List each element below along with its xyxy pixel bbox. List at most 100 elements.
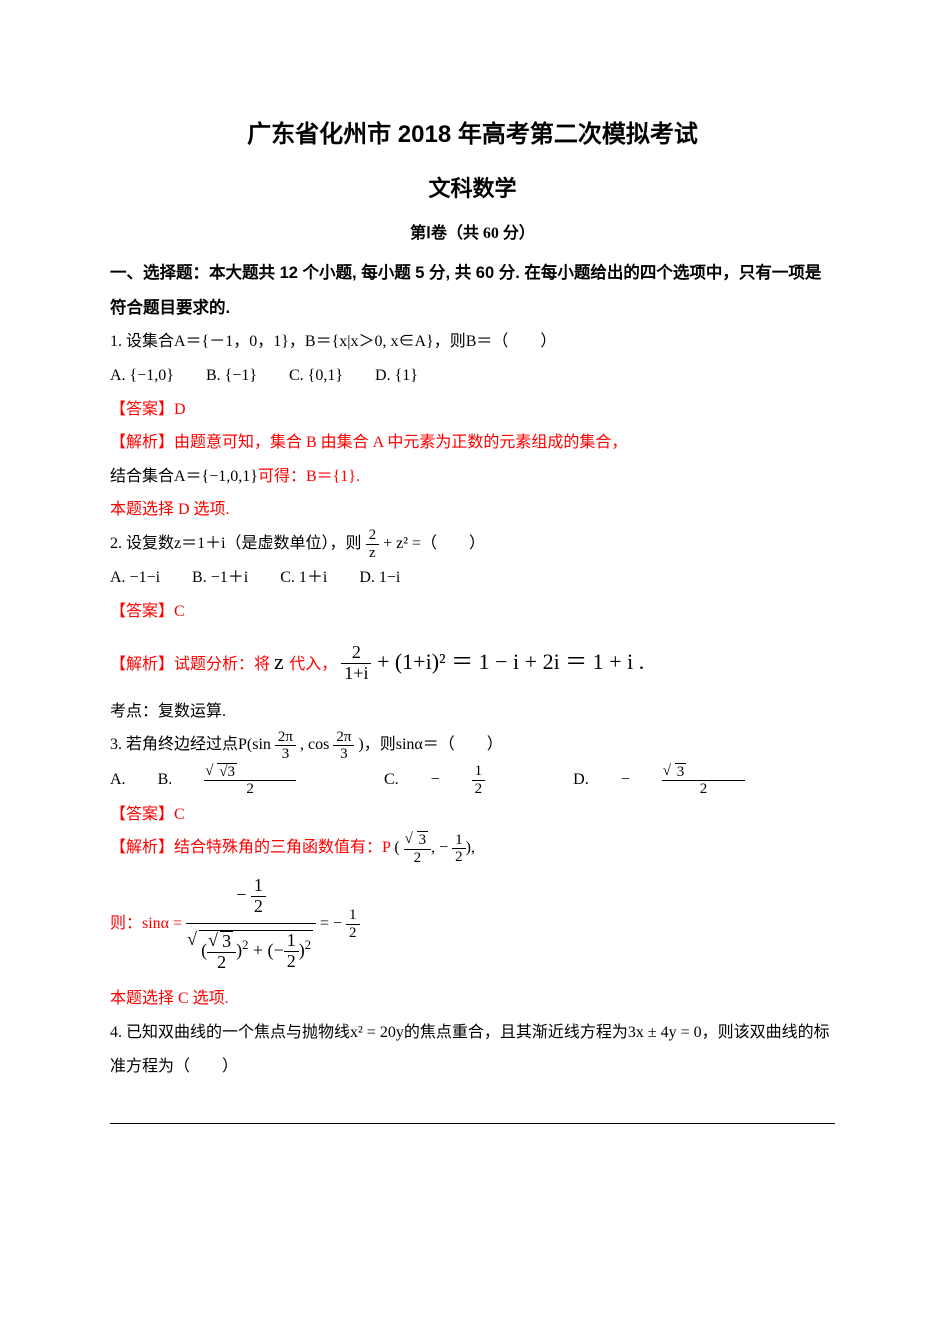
q1-pick: 本题选择 D 选项. [110, 493, 835, 527]
q3-choice-c: C. − 1 2 [384, 763, 541, 797]
q1-stem: 1. 设集合A＝{－1，0，1}，B＝{x|x＞0, x∈A}，则B＝（ ） [110, 325, 835, 359]
q1-explain-2: 结合集合A＝{−1,0,1}可得：B＝{1}. [110, 460, 835, 494]
q3-choice-a: A. [110, 763, 126, 797]
q3-Py: 1 2 [452, 832, 466, 866]
part-label: 第Ⅰ卷（共 60 分） [110, 217, 835, 251]
q3-choice-d-label: D. [573, 763, 589, 797]
q3-Px-sqrt: 3 [417, 831, 429, 849]
q2-big-frac-den: 1+i [341, 664, 371, 684]
q3-sin-bot: ( 3 2 )2 + (− 1 2 )2 [186, 924, 316, 973]
q3-sin-bot-sqrt: ( 3 2 )2 + (− 1 2 )2 [189, 930, 313, 973]
q3-choice-b-frac: √3 2 [204, 763, 324, 798]
q4-stem: 4. 已知双曲线的一个焦点与抛物线x² = 20y的焦点重合，且其渐近线方程为3… [110, 1016, 835, 1083]
q1-explain-2-post: 可得：B＝{1}. [258, 468, 360, 485]
q3-choice-d-frac: 3 2 [662, 763, 774, 798]
q3-Px-num: 3 [404, 831, 432, 850]
q3-arg1: 2π 3 [275, 729, 296, 763]
exam-subtitle: 文科数学 [110, 166, 835, 212]
q3-choice-d-sqrt: 3 [675, 763, 687, 781]
q3-sin-top-pre: − [236, 885, 246, 905]
q2-choice-b: B. −1＋i [192, 561, 248, 595]
q2-big-math: 2 1+i + (1+i)² ＝ 1 − i + 2i ＝ 1 + i . [341, 649, 644, 674]
q3-choice-d-num: 3 [662, 763, 746, 782]
q1-choices: A. {−1,0} B. {−1} C. {0,1} D. {1} [110, 359, 835, 393]
q3-result-num: 1 [346, 907, 360, 925]
q3-choice-b-num: √3 [204, 763, 296, 782]
q2-answer: 【答案】C [110, 595, 835, 629]
q3-point-P: ( 3 2 , − 1 2 ), [394, 839, 475, 856]
q3-arg1-num: 2π [275, 729, 296, 747]
q2-big-frac: 2 1+i [341, 643, 371, 684]
q3-choice-c-label: C. [384, 763, 399, 797]
q2-big-plus: + (1+i)² [377, 649, 446, 674]
q2-topic: 考点：复数运算. [110, 695, 835, 729]
q2-choice-a: A. −1−i [110, 561, 160, 595]
q3-stem-sep: , cos [300, 736, 329, 753]
q3-then: 则：sinα = [110, 915, 182, 932]
q3-stem: 3. 若角终边经过点P(sin 2π 3 , cos 2π 3 )，则sinα＝… [110, 728, 835, 762]
q3-choice-b-label: B. [158, 763, 173, 797]
q2-stem-frac-num: 2 [366, 527, 380, 545]
q3-sin-bot-b-den: 2 [284, 952, 299, 972]
q3-sin-bot-a-sqrt: 3 [220, 931, 233, 952]
footer-divider [110, 1123, 835, 1124]
exam-page: 广东省化州市 2018 年高考第二次模拟考试 文科数学 第Ⅰ卷（共 60 分） … [0, 0, 945, 1164]
q3-sin-line: 则：sinα = − 1 2 ( 3 2 )2 + (− 1 2 )2 [110, 876, 835, 972]
q1-explain-1: 【解析】由题意可知，集合 B 由集合 A 中元素为正数的元素组成的集合， [110, 426, 835, 460]
q3-choice-c-frac: 1 2 [472, 763, 514, 797]
q3-explain-1: 【解析】结合特殊角的三角函数值有：P ( 3 2 , − 1 2 ), [110, 831, 835, 866]
q3-sin-bot-a-den: 2 [207, 953, 236, 973]
q3-choice-c-pre: − [431, 763, 440, 797]
q2-explain: 【解析】试题分析：将 z 代入， 2 1+i + (1+i)² ＝ 1 − i … [110, 639, 835, 685]
q3-arg2: 2π 3 [333, 729, 354, 763]
q3-Py-num: 1 [452, 832, 466, 850]
q3-sin-top: − 1 2 [186, 876, 316, 924]
q2-big-eq: ＝ 1 − i + 2i ＝ 1 + i . [451, 649, 644, 674]
q2-choices: A. −1−i B. −1＋i C. 1＋i D. 1−i [110, 561, 835, 595]
q3-Px: 3 2 [404, 831, 432, 866]
q3-result-pre: = − [320, 915, 342, 932]
section-header: 一、选择题：本大题共 12 个小题, 每小题 5 分, 共 60 分. 在每小题… [110, 256, 835, 325]
q3-pick: 本题选择 C 选项. [110, 982, 835, 1016]
q2-explain-mid: 代入， [289, 656, 337, 673]
q3-choice-c-den: 2 [472, 781, 486, 798]
q3-choice-c-num: 1 [472, 763, 486, 781]
q3-sin-top-den: 2 [251, 897, 266, 917]
q2-choice-c: C. 1＋i [280, 561, 327, 595]
q3-arg1-den: 3 [275, 746, 296, 763]
q2-stem-post: + z² =（ ） [383, 535, 485, 552]
q3-sin-bot-a: 3 2 [207, 931, 236, 973]
q3-Px-den: 2 [404, 850, 432, 867]
q3-choices: A. B. √3 2 C. − 1 2 D. − 3 2 [110, 763, 835, 798]
q3-choice-d-pre: − [621, 763, 630, 797]
q3-Py-pre: − [439, 839, 448, 856]
q3-stem-post: )，则sinα＝（ ） [358, 736, 502, 753]
q3-choice-d: D. − 3 2 [573, 763, 801, 798]
q1-choice-b: B. {−1} [206, 359, 257, 393]
q3-result-frac: 1 2 [346, 907, 360, 941]
q2-stem-frac-den: z [366, 545, 380, 562]
q3-choice-b-sqrt: √3 [217, 763, 237, 781]
q2-stem-frac: 2 z [366, 527, 380, 561]
q2-big-frac-num: 2 [341, 643, 371, 664]
q3-sin-bigfrac: − 1 2 ( 3 2 )2 + (− 1 2 )2 [186, 876, 316, 972]
q1-answer: 【答案】D [110, 393, 835, 427]
q2-stem: 2. 设复数z＝1＋i（是虚数单位），则 2 z + z² =（ ） [110, 527, 835, 561]
q3-answer: 【答案】C [110, 798, 835, 832]
q1-explain-2-pre: 结合集合A＝{−1,0,1} [110, 468, 258, 485]
q3-choice-b-den: 2 [204, 781, 296, 798]
q2-stem-pre: 2. 设复数z＝1＋i（是虚数单位），则 [110, 535, 362, 552]
q3-sin-bot-b-num: 1 [284, 931, 299, 952]
q3-choice-d-den: 2 [662, 781, 746, 798]
q3-Py-den: 2 [452, 849, 466, 866]
q3-sin-bot-b-pre: − [274, 940, 284, 960]
q3-choice-b: B. √3 2 [158, 763, 352, 798]
q2-explain-z: z [274, 649, 289, 674]
q1-choice-c: C. {0,1} [289, 359, 343, 393]
q3-sin-top-num: 1 [251, 876, 266, 897]
q3-sin-top-frac: 1 2 [251, 876, 266, 917]
q3-arg2-den: 3 [333, 746, 354, 763]
q3-explain-pre: 【解析】结合特殊角的三角函数值有：P [110, 839, 390, 856]
q3-result-den: 2 [346, 925, 360, 942]
exam-title: 广东省化州市 2018 年高考第二次模拟考试 [110, 110, 835, 160]
